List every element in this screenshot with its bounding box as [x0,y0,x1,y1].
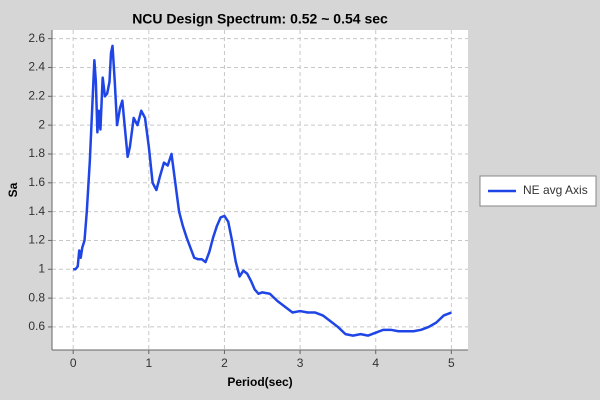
x-tick-label: 4 [372,356,379,370]
y-tick-label: 2.4 [28,60,45,74]
x-tick-label: 3 [297,356,304,370]
plot-area [52,30,468,350]
x-axis-label: Period(sec) [227,375,292,389]
x-tick-label: 5 [448,356,455,370]
chart-title: NCU Design Spectrum: 0.52 ~ 0.54 sec [132,11,388,27]
y-tick-label: 0.6 [28,319,45,333]
x-tick-label: 1 [145,356,152,370]
y-tick-label: 2.6 [28,31,45,45]
legend-label: NE avg Axis [523,183,588,197]
y-tick-label: 1.8 [28,146,45,160]
y-tick-label: 1 [38,261,45,275]
y-tick-label: 2 [38,117,45,131]
x-tick-label: 2 [221,356,228,370]
y-tick-label: 1.6 [28,175,45,189]
y-tick-label: 1.4 [28,204,45,218]
x-tick-label: 0 [70,356,77,370]
y-tick-label: 1.2 [28,233,45,247]
y-tick-label: 0.8 [28,290,45,304]
series-line [73,44,452,337]
y-tick-label: 2.2 [28,88,45,102]
y-axis-label: Sa [6,182,20,197]
